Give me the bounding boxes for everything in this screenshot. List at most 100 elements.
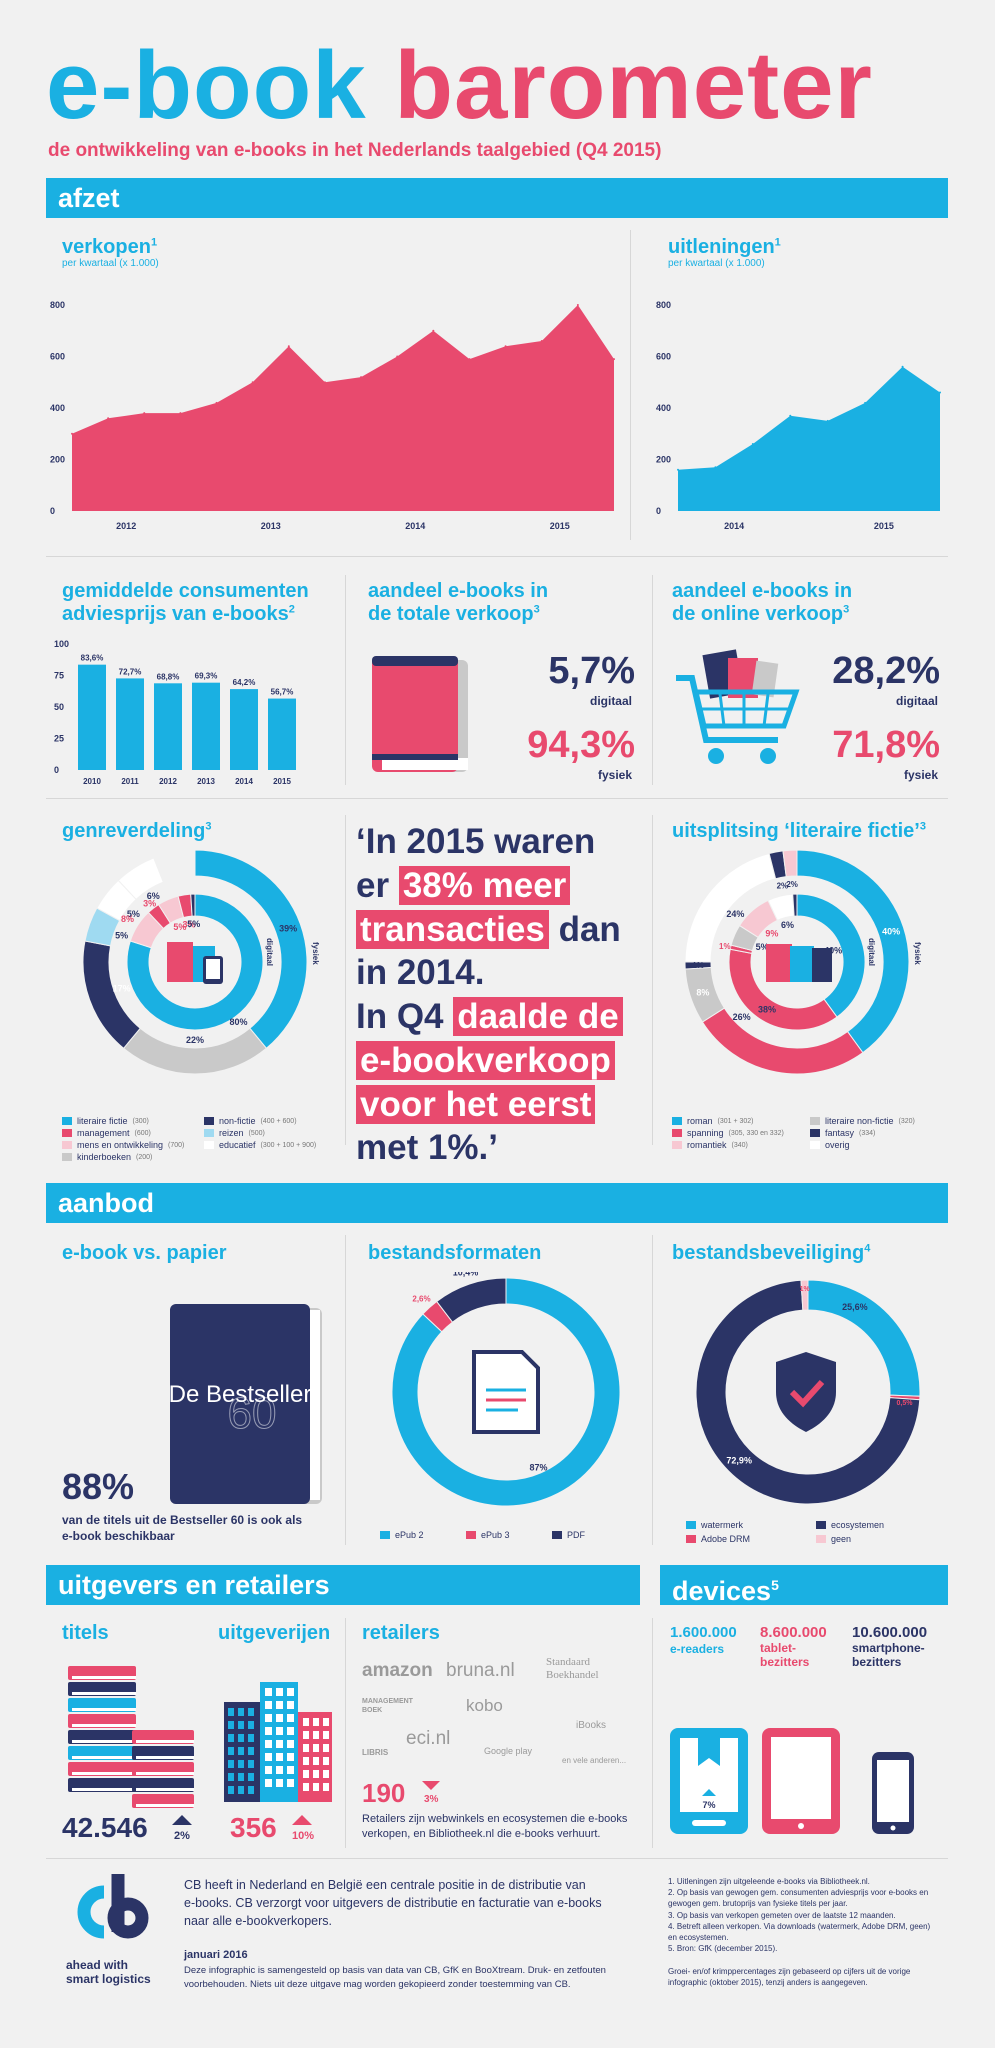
legend-label: non-fictie xyxy=(219,1116,256,1126)
legend-swatch xyxy=(62,1141,72,1149)
y-tick-label: 200 xyxy=(656,455,671,465)
quote-block: ‘In 2015 waren er 38% meer transacties d… xyxy=(356,820,646,1170)
footnotes: 1. Uitleningen zijn uitgeleende e-books … xyxy=(668,1876,948,1988)
legend-item: literaire non-fictie (320) xyxy=(810,1116,915,1126)
legend-swatch xyxy=(380,1531,390,1539)
papier-desc: van de titels uit de Bestseller 60 is oo… xyxy=(62,1513,303,1544)
footnote-line: 2. Op basis van gewogen gem. consumenten… xyxy=(668,1888,929,1898)
slice-label: 5% xyxy=(187,919,200,929)
online-digitaal-label: digitaal xyxy=(895,694,938,708)
smartphone-icon xyxy=(872,1752,914,1834)
uitgeverijen-value: 356 xyxy=(230,1812,277,1843)
legend-label: literaire non-fictie xyxy=(825,1116,894,1126)
quote-line: in 2014. xyxy=(356,953,485,993)
phones-label: smartphone-bezitters xyxy=(852,1641,925,1669)
slice-label: 1% xyxy=(800,1286,811,1293)
titels-change: 2% xyxy=(174,1830,190,1842)
building-window xyxy=(248,1721,254,1729)
verkopen-subtitle: per kwartaal (x 1.000) xyxy=(62,258,159,269)
building-window xyxy=(238,1708,244,1716)
literaire-legend: roman (301 + 302) literaire non-fictie (320… xyxy=(672,1116,952,1166)
legend-label: management xyxy=(77,1128,130,1138)
y-tick-label: 0 xyxy=(50,506,55,516)
slice-label: 26% xyxy=(733,1012,751,1022)
ereader-pct: 7% xyxy=(702,1800,715,1810)
slice-label: 1% xyxy=(719,942,731,951)
logo-boekhandel: Boekhandel xyxy=(546,1669,599,1681)
logo-eci: eci.nl xyxy=(406,1728,451,1749)
legend-label: roman xyxy=(687,1116,713,1126)
building-window xyxy=(303,1718,309,1726)
legend-label: PDF xyxy=(567,1530,585,1540)
x-tick-label: 2015 xyxy=(550,521,570,531)
bar-data-label: 64,2% xyxy=(233,678,256,687)
quote-line: voor het eerst xyxy=(356,1083,646,1127)
legend-swatch xyxy=(62,1153,72,1161)
bar xyxy=(154,683,182,770)
ereaders-label: e-readers xyxy=(670,1642,725,1656)
building-window xyxy=(287,1688,294,1696)
title-part1: e-book xyxy=(46,32,367,139)
adviesprijs-chart: 100 75 50 25 0 83,6% 2010 72,7% 2011 68,8% 2012 69,… xyxy=(54,639,296,786)
formaten-donut: 87% 2,6% 10,4% xyxy=(391,1272,621,1507)
bar xyxy=(78,664,106,770)
building-window xyxy=(248,1734,254,1742)
building-window xyxy=(228,1773,234,1781)
y-tick-label: 800 xyxy=(656,300,671,310)
building-window xyxy=(287,1766,294,1774)
legend-label: literaire fictie xyxy=(77,1116,128,1126)
y-tick-label: 200 xyxy=(50,455,65,465)
legend-label: mens en ontwikkeling xyxy=(77,1140,164,1150)
legend-item: PDF xyxy=(552,1530,585,1540)
footnote-line: en ecosystemen. xyxy=(668,1932,729,1942)
book-title: De Bestseller xyxy=(169,1381,312,1408)
building-window xyxy=(276,1740,283,1748)
building-window xyxy=(238,1734,244,1742)
book-pages xyxy=(72,1772,136,1775)
legend-swatch xyxy=(204,1141,214,1149)
legend-label: romantiek xyxy=(687,1140,727,1150)
footnote-line: 5. Bron: GfK (december 2015). xyxy=(668,1944,778,1954)
building-window xyxy=(248,1760,254,1768)
book-pages xyxy=(136,1756,194,1759)
data-point xyxy=(677,468,679,471)
slice-label: 2,6% xyxy=(412,1295,430,1304)
online-fysiek-label: fysiek xyxy=(903,768,938,782)
divider xyxy=(345,575,346,785)
legend-label: educatief xyxy=(219,1140,256,1150)
data-point xyxy=(751,443,754,446)
donut-slice xyxy=(792,893,798,917)
building-window xyxy=(265,1753,272,1761)
legend-label: overig xyxy=(825,1140,850,1150)
building-window xyxy=(238,1760,244,1768)
building-window xyxy=(303,1731,309,1739)
building-window xyxy=(287,1753,294,1761)
footnote-line: 1. Uitleningen zijn uitgeleende e-books … xyxy=(668,1877,870,1886)
slice-label: 72,9% xyxy=(726,1455,752,1465)
book-pages xyxy=(136,1804,194,1807)
building-window xyxy=(248,1708,254,1716)
legend-sublabel: (334) xyxy=(859,1129,876,1137)
building-window xyxy=(265,1779,272,1787)
uitleningen-subtitle: per kwartaal (x 1.000) xyxy=(668,258,765,269)
book-pages xyxy=(136,1788,194,1791)
data-point xyxy=(143,412,146,415)
legend-item: watermerk xyxy=(686,1520,743,1530)
legend-item: Adobe DRM xyxy=(686,1534,750,1544)
footnote-line: gewogen gem. brutoprijs van fysieke tite… xyxy=(668,1899,848,1909)
building-window xyxy=(323,1718,329,1726)
divider xyxy=(345,1235,346,1545)
cb-tagline: ahead with smart logistics xyxy=(66,1958,151,1987)
y-tick-label: 600 xyxy=(50,352,65,362)
building-window xyxy=(248,1786,254,1794)
legend-item: literaire fictie (300) xyxy=(62,1116,149,1126)
logo-ibooks: iBooks xyxy=(576,1720,607,1731)
uitleningen-chart: 800 600 400 200 0 2014 2015 xyxy=(656,300,941,531)
bar-data-label: 68,8% xyxy=(157,672,180,681)
building-window xyxy=(238,1786,244,1794)
page-subtitle: de ontwikkeling van e-books in het Neder… xyxy=(48,140,662,161)
building-window xyxy=(303,1757,309,1765)
y-tick-label: 800 xyxy=(50,300,65,310)
building-window xyxy=(287,1740,294,1748)
legend-item: ePub 3 xyxy=(466,1530,510,1540)
